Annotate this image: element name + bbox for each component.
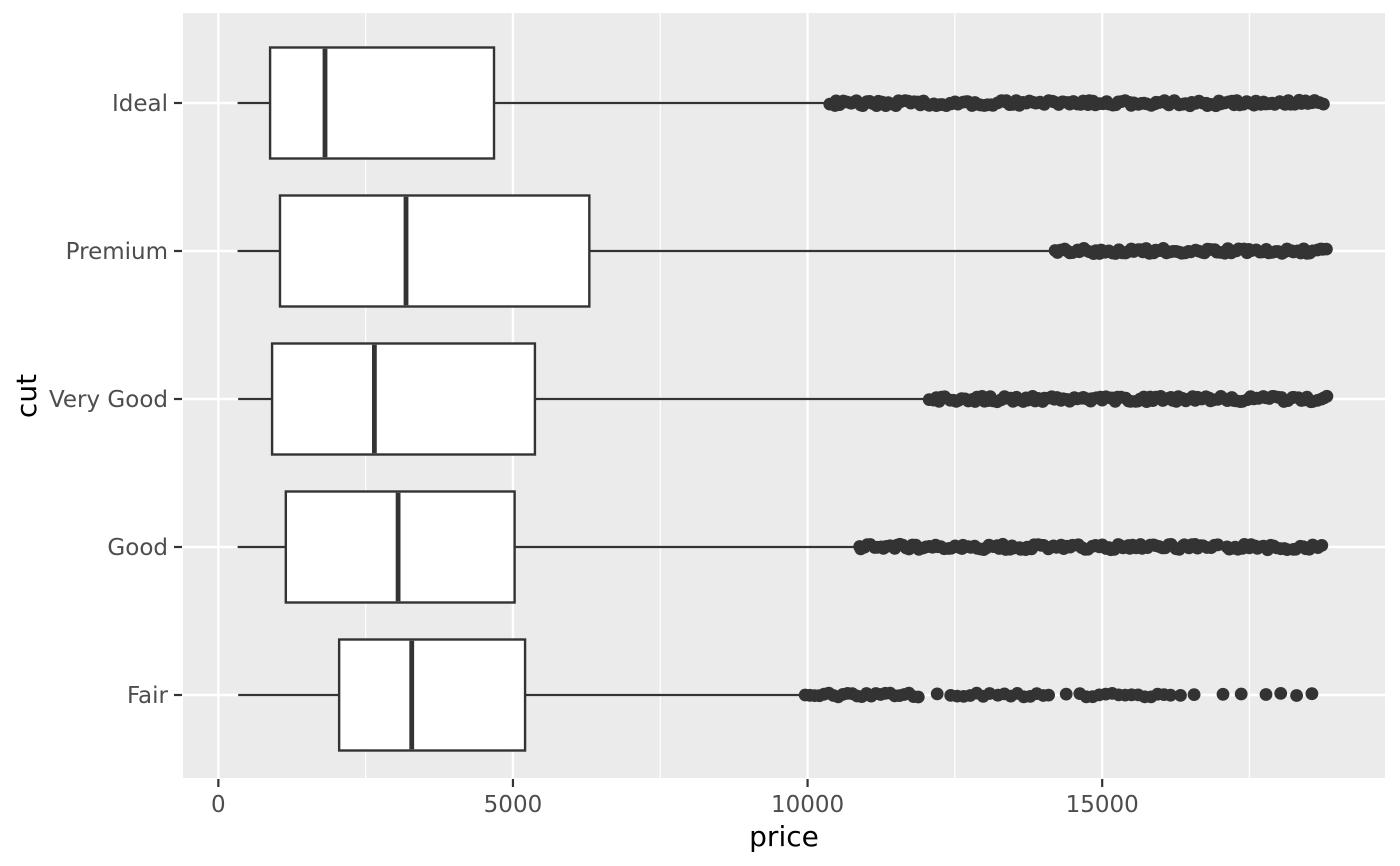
outlier-dot xyxy=(1315,539,1329,552)
box-ideal xyxy=(268,46,496,160)
box-very-good xyxy=(270,342,537,456)
x-tick-label: 15000 xyxy=(1066,792,1139,818)
y-tick-label: Fair xyxy=(127,683,169,709)
x-tick-label: 5000 xyxy=(484,792,543,818)
outlier-dot xyxy=(1290,689,1303,702)
x-tick-label: 0 xyxy=(211,792,226,818)
outlier-dot xyxy=(1216,687,1230,701)
x-tick-label: 10000 xyxy=(771,792,844,818)
outlier-dot xyxy=(1274,687,1288,700)
outlier-dot xyxy=(930,687,944,701)
x-axis-title: price xyxy=(749,820,819,853)
outlier-dot xyxy=(1164,688,1177,702)
outlier-dot xyxy=(1317,97,1330,111)
y-tick-label: Ideal xyxy=(112,91,168,117)
outlier-dot xyxy=(1042,688,1055,702)
outlier-dot xyxy=(1320,389,1334,403)
outlier-dot xyxy=(911,690,925,704)
outlier-dot xyxy=(1059,687,1073,701)
box-premium xyxy=(278,194,591,308)
outlier-dot xyxy=(1305,687,1319,701)
y-tick-label: Very Good xyxy=(49,387,168,413)
outlier-dot xyxy=(1320,242,1333,256)
outlier-dot xyxy=(1187,688,1201,701)
y-axis-title: cut xyxy=(10,373,43,419)
box-fair xyxy=(337,638,527,752)
outlier-dot xyxy=(1259,688,1273,701)
outlier-dot xyxy=(1234,687,1248,701)
y-tick-label: Good xyxy=(107,535,168,561)
outlier-dot xyxy=(1174,689,1187,702)
y-tick-label: Premium xyxy=(66,239,168,265)
